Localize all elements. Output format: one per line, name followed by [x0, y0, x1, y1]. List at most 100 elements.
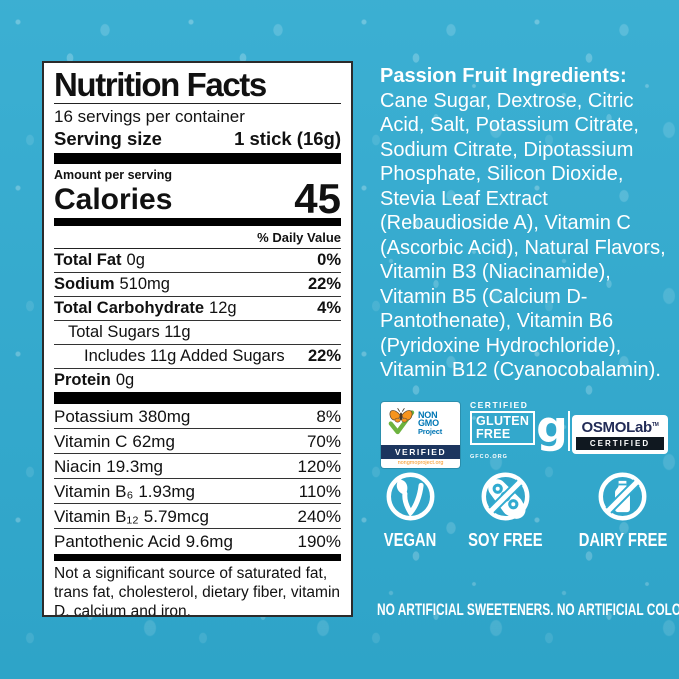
vitamin-row-niacin: Niacin 19.3mg 120% — [54, 454, 341, 479]
nutrient-row-carbohydrate: Total Carbohydrate 12g 4% — [54, 297, 341, 321]
vitamin-amount: 380mg — [138, 406, 191, 426]
nutrient-amount: 0g — [115, 371, 135, 389]
calories-row: Calories 45 — [54, 175, 341, 222]
nutrient-amount: Includes 11g Added Sugars — [84, 347, 285, 365]
nutrition-facts-title: Nutrition Facts — [54, 66, 267, 103]
gluten-free-main: GLUTEN FREE g — [470, 406, 570, 451]
amount-per-serving-label: Amount per serving — [54, 168, 173, 182]
non-gmo-url: nongmoproject.org — [397, 460, 444, 466]
non-gmo-line2: GMO — [418, 418, 439, 429]
vitamin-row-potassium: Potassium 380mg 8% — [54, 404, 341, 429]
nutrient-label: Sodium — [54, 275, 115, 293]
nutrient-row-total-fat: Total Fat 0g 0% — [54, 249, 341, 273]
divider — [54, 103, 341, 104]
nutrient-row-added-sugars: Includes 11g Added Sugars 22% — [54, 345, 341, 369]
soy-free-item: SOY FREE — [460, 472, 551, 549]
nutrient-amount: 12g — [209, 299, 237, 317]
daily-value-header: % Daily Value — [54, 228, 341, 249]
vitamin-label: Pantothenic Acid — [54, 531, 181, 551]
vitamin-amount: 1.93mg — [138, 481, 196, 501]
nutrient-dv: 4% — [317, 299, 341, 317]
nutrient-amount: Total Sugars 11g — [68, 323, 191, 341]
vegan-v-leaf-icon — [386, 472, 435, 521]
thick-divider — [54, 392, 341, 404]
serving-size-label: Serving size — [54, 128, 162, 149]
vitamin-dv: 8% — [316, 406, 341, 426]
gluten-free-word2: FREE — [476, 426, 511, 441]
calories-label: Calories — [54, 183, 173, 216]
certified-gluten-free-badge: CERTIFIED GLUTEN FREE g GFCO.ORG — [470, 400, 570, 460]
non-gmo-badge-text: NON GMO Project — [418, 411, 442, 437]
nutrient-row-protein: Protein 0g — [54, 369, 341, 392]
osmolab-brand-text: OSMOLab — [581, 419, 652, 436]
nutrient-amount: 0g — [126, 251, 145, 269]
thick-divider — [54, 218, 341, 226]
nutrient-label: Total Fat — [54, 251, 122, 269]
non-gmo-line3: Project — [418, 426, 443, 436]
dairy-free-item: DAIRY FREE — [569, 472, 677, 549]
thick-divider — [54, 153, 341, 164]
ingredients-body: Cane Sugar, Dextrose, Citric Acid, Salt,… — [380, 89, 666, 382]
no-artificial-claim: NO ARTIFICIAL SWEETENERS. NO ARTIFICIAL … — [377, 600, 679, 619]
osmolab-brand: OSMOLabTM — [576, 418, 664, 435]
non-gmo-badge-top: NON GMO Project — [381, 402, 460, 443]
nutrient-label: Protein — [54, 371, 111, 389]
osmolab-certified-badge: OSMOLabTM CERTIFIED — [572, 415, 668, 454]
vitamin-label: Niacin — [54, 456, 102, 476]
nutrition-footnote: Not a significant source of saturated fa… — [54, 565, 341, 617]
vitamin-amount: 9.6mg — [185, 531, 233, 551]
dairy-free-icon — [598, 472, 647, 521]
nutrition-facts-panel: Nutrition Facts 16 servings per containe… — [42, 61, 353, 617]
non-gmo-line1: NON — [418, 409, 438, 420]
gfco-g-icon: g — [536, 402, 568, 453]
vitamin-label: Vitamin B₁₂ — [54, 506, 139, 526]
vitamin-amount: 62mg — [132, 431, 175, 451]
vegan-item: VEGAN — [378, 472, 442, 549]
nutrient-dv: 0% — [317, 251, 341, 269]
gfco-bracket-icon — [567, 411, 570, 451]
osmolab-tm: TM — [651, 422, 659, 428]
nutrient-label: Total Carbohydrate — [54, 299, 205, 317]
certification-badges-row: NON GMO Project VERIFIED nongmoproject.o… — [381, 400, 668, 468]
vitamin-row-b12: Vitamin B₁₂ 5.79mcg 240% — [54, 504, 341, 529]
dairy-free-label: DAIRY FREE — [578, 530, 668, 550]
vitamin-dv: 190% — [297, 531, 341, 551]
vitamin-label: Potassium — [54, 406, 134, 426]
serving-size-value: 1 stick (16g) — [234, 128, 341, 149]
calories-value: 45 — [294, 175, 341, 222]
servings-per-container: 16 servings per container — [54, 107, 245, 126]
non-gmo-project-badge: NON GMO Project VERIFIED nongmoproject.o… — [381, 402, 460, 468]
ingredients-heading: Passion Fruit Ingredients: — [380, 65, 627, 87]
vitamin-row-b6: Vitamin B₆ 1.93mg 110% — [54, 479, 341, 504]
vitamin-dv: 70% — [306, 431, 341, 451]
nutrient-dv: 22% — [307, 275, 341, 293]
gluten-free-box: GLUTEN FREE — [470, 411, 536, 445]
vitamin-amount: 5.79mcg — [143, 506, 209, 526]
vitamin-dv: 120% — [297, 456, 341, 476]
vitamin-dv: 110% — [298, 481, 341, 501]
vitamin-label: Vitamin C — [54, 431, 128, 451]
thick-divider — [54, 554, 341, 561]
soy-free-icon — [481, 472, 530, 521]
nutrient-row-total-sugars: Total Sugars 11g — [54, 321, 341, 345]
butterfly-icon — [384, 404, 418, 443]
vitamin-row-vitamin-c: Vitamin C 62mg 70% — [54, 429, 341, 454]
gfco-url: GFCO.ORG — [470, 454, 508, 460]
serving-size-row: Serving size 1 stick (16g) — [54, 128, 341, 149]
non-gmo-verified-bar: VERIFIED — [381, 445, 460, 459]
vegan-label: VEGAN — [383, 530, 437, 550]
nutrient-amount: 510mg — [119, 275, 170, 293]
nutrient-row-sodium: Sodium 510mg 22% — [54, 273, 341, 297]
nutrient-dv: 22% — [307, 347, 341, 365]
soy-free-label: SOY FREE — [468, 530, 543, 550]
diet-icons-row: VEGAN SOY FREE — [378, 472, 677, 549]
gluten-free-certified-label: CERTIFIED — [470, 400, 529, 410]
vitamin-label: Vitamin B₆ — [54, 481, 134, 501]
ingredients-section: Passion Fruit Ingredients: Cane Sugar, D… — [380, 64, 670, 383]
vitamin-amount: 19.3mg — [106, 456, 163, 476]
vitamin-dv: 240% — [297, 506, 341, 526]
osmolab-certified-bar: CERTIFIED — [576, 437, 664, 450]
gluten-free-word1: GLUTEN — [476, 414, 530, 428]
vitamin-row-pantothenic-acid: Pantothenic Acid 9.6mg 190% — [54, 529, 341, 553]
